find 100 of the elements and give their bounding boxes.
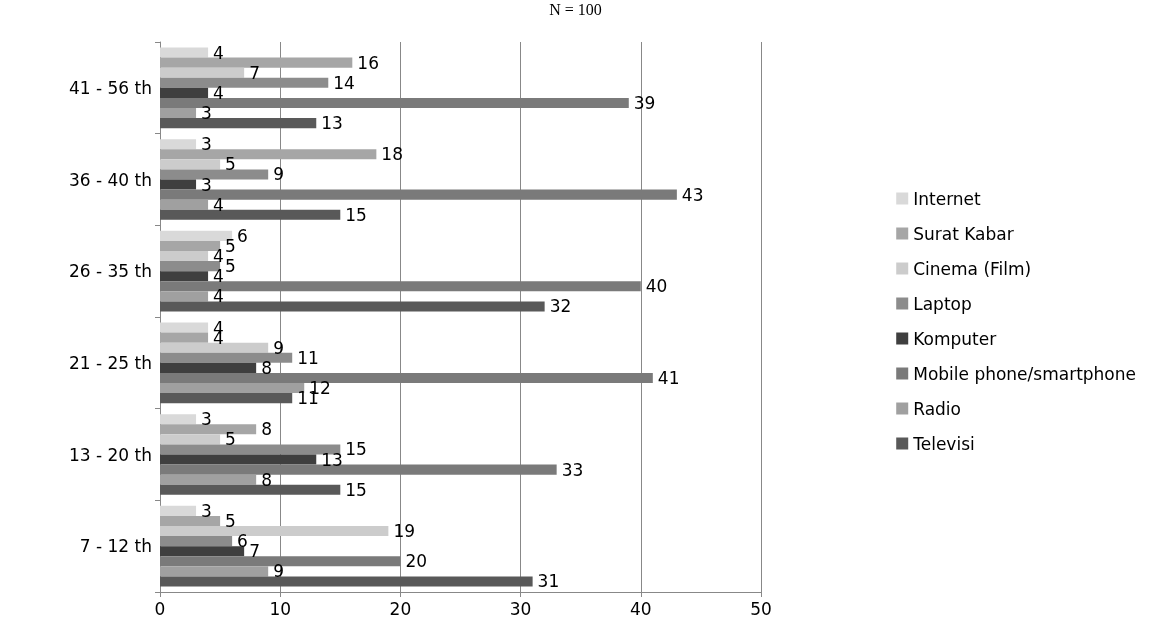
data-label: 3: [201, 409, 212, 430]
data-label: 4: [213, 246, 224, 267]
data-label: 41: [657, 367, 680, 388]
y-tick-label: 7 - 12 th: [79, 536, 152, 557]
bar: [160, 546, 245, 557]
data-label: 4: [213, 266, 224, 287]
data-label: 9: [273, 164, 285, 185]
x-tick-label: 40: [629, 598, 652, 619]
bar: [160, 179, 197, 190]
data-label: 6: [237, 225, 248, 246]
data-label: 32: [549, 296, 572, 317]
data-label: 20: [405, 551, 428, 572]
data-label: 4: [213, 82, 224, 103]
bar: [160, 87, 209, 98]
data-label: 4: [213, 42, 224, 63]
x-tick-label: 50: [750, 598, 772, 619]
bar: [160, 240, 221, 251]
bar: [160, 291, 209, 302]
legend-label: Laptop: [913, 293, 972, 314]
bar: [160, 566, 269, 577]
data-label: 15: [345, 439, 367, 460]
bar: [160, 464, 557, 475]
data-label: 5: [225, 235, 236, 256]
bar: [160, 576, 533, 587]
bar: [160, 434, 221, 445]
data-label: 33: [561, 459, 584, 480]
bar: [160, 199, 209, 210]
bar: [160, 97, 629, 108]
data-label: 5: [225, 429, 236, 450]
data-label: 5: [225, 510, 236, 531]
data-label: 19: [393, 521, 416, 542]
bar: [160, 515, 221, 526]
data-label: 4: [213, 194, 224, 215]
legend-label: Internet: [913, 188, 982, 209]
data-label: 4: [213, 286, 224, 307]
data-label: 8: [261, 357, 272, 378]
y-tick-label: 21 - 25 th: [68, 352, 152, 373]
data-label: 14: [333, 72, 355, 93]
legend-label: Komputer: [913, 328, 997, 349]
bar: [160, 301, 545, 312]
bar: [160, 393, 293, 404]
bar: [160, 159, 221, 170]
bar: [160, 322, 209, 333]
bar: [160, 505, 197, 516]
data-label: 3: [201, 103, 212, 124]
bar: [160, 118, 317, 129]
data-label: 31: [537, 571, 560, 592]
legend-label: Mobile phone/smartphone: [913, 363, 1137, 384]
data-label: 5: [225, 256, 236, 277]
x-tick-label: 10: [269, 598, 292, 619]
bar: [160, 108, 197, 119]
x-tick-label: 0: [154, 598, 166, 619]
bar: [160, 47, 209, 58]
chart-title: N = 100: [549, 0, 602, 18]
data-label: 39: [633, 92, 656, 113]
data-label: 13: [321, 449, 343, 470]
y-tick-label: 41 - 56 th: [68, 77, 152, 98]
bar: [160, 414, 197, 425]
data-label: 3: [201, 174, 212, 195]
legend-label: Surat Kabar: [913, 223, 1014, 244]
data-label: 16: [357, 52, 379, 73]
bar: [160, 536, 233, 547]
bar: [160, 57, 353, 68]
data-label: 6: [237, 531, 248, 552]
data-label: 43: [681, 184, 704, 205]
data-label: 7: [249, 541, 260, 562]
data-label: 7: [249, 62, 260, 83]
legend-label: Radio: [913, 398, 961, 419]
bar: [160, 189, 677, 200]
data-label: 15: [345, 479, 367, 500]
x-tick-label: 30: [509, 598, 532, 619]
data-label: 3: [201, 134, 212, 155]
bar: [160, 169, 269, 180]
data-label: 9: [273, 337, 285, 358]
bar: [160, 484, 341, 495]
y-tick-label: 36 - 40 th: [68, 169, 152, 190]
bar: [160, 342, 269, 353]
bar: [160, 139, 197, 150]
bar: [160, 251, 209, 262]
data-label: 13: [321, 113, 343, 134]
data-label: 8: [261, 469, 272, 490]
bar: [160, 332, 209, 343]
bar: [160, 474, 257, 485]
x-tick-label: 20: [389, 598, 412, 619]
y-tick-label: 13 - 20 th: [68, 444, 152, 465]
bar: [160, 372, 653, 383]
data-label: 11: [297, 347, 319, 368]
bar: [160, 271, 209, 282]
bar: [160, 362, 257, 373]
bar: [160, 454, 317, 465]
data-label: 40: [645, 276, 668, 297]
legend-label: Cinema (Film): [913, 258, 1032, 279]
bar: [160, 209, 341, 220]
legend-label: Televisi: [912, 433, 975, 454]
data-label: 15: [345, 204, 367, 225]
data-label: 3: [201, 500, 212, 521]
data-label: 9: [273, 561, 285, 582]
data-label: 8: [261, 419, 272, 440]
data-label: 18: [381, 144, 403, 165]
data-label: 5: [225, 154, 236, 175]
